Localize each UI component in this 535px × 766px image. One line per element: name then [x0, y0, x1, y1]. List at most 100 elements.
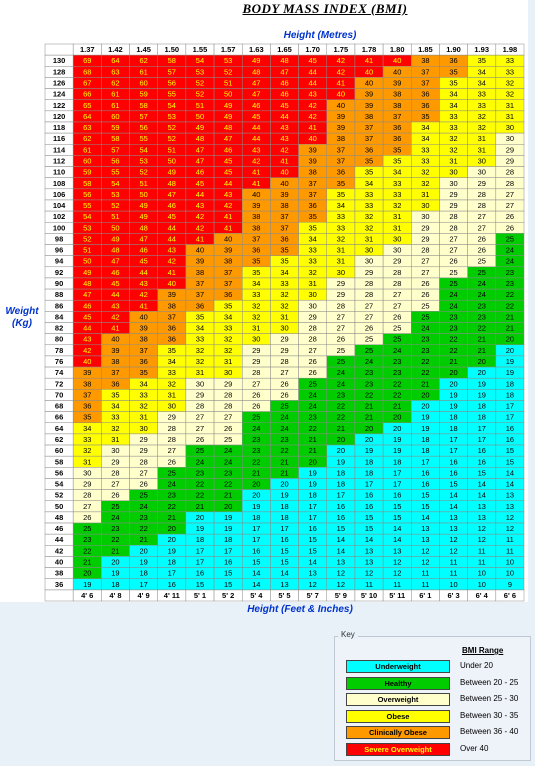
bmi-value-label: 28 — [196, 402, 204, 411]
weight-tick-label: 44 — [55, 535, 64, 544]
bmi-value-label: 13 — [393, 546, 401, 555]
bmi-value-label: 31 — [196, 368, 204, 377]
bmi-value-label: 31 — [449, 156, 457, 165]
bmi-value-label: 27 — [309, 346, 317, 355]
bmi-value-label: 35 — [83, 413, 91, 422]
bmi-value-label: 61 — [83, 145, 91, 154]
bmi-value-label: 22 — [506, 290, 514, 299]
bmi-value-label: 21 — [478, 335, 486, 344]
bmi-value-label: 44 — [252, 123, 260, 132]
bmi-value-label: 28 — [83, 491, 91, 500]
bmi-value-label: 38 — [168, 301, 176, 310]
bmi-value-label: 27 — [111, 480, 119, 489]
bmi-value-label: 34 — [309, 234, 317, 243]
bmi-value-label: 24 — [280, 424, 288, 433]
weight-tick-label: 106 — [53, 190, 66, 199]
bmi-value-label: 32 — [506, 78, 514, 87]
bmi-value-label: 34 — [337, 201, 345, 210]
bmi-value-label: 33 — [252, 290, 260, 299]
bmi-value-label: 18 — [365, 468, 373, 477]
bmi-value-label: 29 — [337, 290, 345, 299]
bmi-value-label: 25 — [393, 324, 401, 333]
height-ft-tick-label: 5' 11 — [389, 591, 405, 600]
bmi-value-label: 64 — [83, 112, 91, 121]
bmi-value-label: 25 — [280, 402, 288, 411]
bmi-value-label: 38 — [365, 112, 373, 121]
bmi-value-label: 27 — [393, 290, 401, 299]
bmi-value-label: 49 — [139, 212, 147, 221]
bmi-value-label: 26 — [280, 390, 288, 399]
bmi-value-label: 30 — [168, 402, 176, 411]
bmi-value-label: 36 — [139, 357, 147, 366]
bmi-value-label: 19 — [337, 457, 345, 466]
bmi-value-label: 40 — [139, 312, 147, 321]
bmi-value-label: 22 — [449, 335, 457, 344]
height-m-tick-label: 1.42 — [108, 45, 123, 54]
bmi-value-label: 27 — [365, 301, 373, 310]
bmi-value-label: 38 — [139, 335, 147, 344]
bmi-value-label: 22 — [224, 480, 232, 489]
bmi-value-label: 29 — [449, 190, 457, 199]
bmi-value-label: 20 — [252, 491, 260, 500]
height-m-tick-label: 1.78 — [362, 45, 377, 54]
bmi-value-label: 17 — [280, 524, 288, 533]
bmi-value-label: 42 — [224, 201, 232, 210]
bmi-value-label: 30 — [252, 335, 260, 344]
page-title: BODY MASS INDEX (BMI) — [242, 1, 408, 16]
bmi-value-label: 18 — [111, 580, 119, 589]
bmi-value-label: 39 — [111, 346, 119, 355]
bmi-value-label: 23 — [393, 368, 401, 377]
bmi-value-label: 39 — [393, 78, 401, 87]
bmi-value-label: 31 — [168, 390, 176, 399]
bmi-value-label: 29 — [393, 257, 401, 266]
bmi-value-label: 44 — [168, 234, 176, 243]
bmi-value-label: 45 — [309, 56, 317, 65]
bmi-value-label: 39 — [309, 145, 317, 154]
bmi-value-label: 47 — [168, 190, 176, 199]
bmi-value-label: 52 — [168, 134, 176, 143]
height-ft-tick-label: 5' 5 — [278, 591, 290, 600]
bmi-value-label: 57 — [168, 67, 176, 76]
bmi-value-label: 16 — [224, 558, 232, 567]
key-swatch: Clinically Obese — [346, 726, 450, 739]
bmi-value-label: 22 — [337, 402, 345, 411]
bmi-value-label: 43 — [168, 246, 176, 255]
bmi-value-label: 20 — [337, 446, 345, 455]
height-ft-tick-label: 4' 6 — [81, 591, 93, 600]
bmi-value-label: 12 — [365, 569, 373, 578]
key-swatch: Healthy — [346, 676, 450, 690]
bmi-value-label: 27 — [506, 201, 514, 210]
bmi-value-label: 17 — [252, 535, 260, 544]
bmi-value-label: 51 — [196, 101, 204, 110]
bmi-value-label: 30 — [449, 179, 457, 188]
bmi-value-label: 32 — [196, 357, 204, 366]
bmi-value-label: 48 — [252, 67, 260, 76]
bmi-value-label: 15 — [421, 502, 429, 511]
bmi-value-label: 35 — [280, 246, 288, 255]
bmi-value-label: 28 — [478, 190, 486, 199]
bmi-value-label: 32 — [421, 179, 429, 188]
bmi-value-label: 42 — [83, 346, 91, 355]
bmi-value-label: 42 — [196, 212, 204, 221]
bmi-value-label: 21 — [83, 558, 91, 567]
bmi-value-label: 26 — [83, 513, 91, 522]
bmi-value-label: 41 — [365, 56, 373, 65]
bmi-value-label: 19 — [111, 569, 119, 578]
bmi-value-label: 37 — [337, 156, 345, 165]
bmi-value-label: 33 — [309, 257, 317, 266]
bmi-value-label: 30 — [365, 257, 373, 266]
bmi-value-label: 16 — [252, 546, 260, 555]
bmi-value-label: 17 — [196, 546, 204, 555]
bmi-value-label: 15 — [224, 569, 232, 578]
bmi-value-label: 19 — [449, 390, 457, 399]
bmi-value-label: 31 — [393, 223, 401, 232]
weight-tick-label: 84 — [55, 312, 64, 321]
bmi-value-label: 15 — [280, 546, 288, 555]
bmi-value-label: 23 — [506, 279, 514, 288]
bmi-value-label: 41 — [252, 168, 260, 177]
bmi-value-label: 27 — [449, 234, 457, 243]
bmi-value-label: 50 — [196, 112, 204, 121]
bmi-value-label: 31 — [224, 357, 232, 366]
bmi-value-label: 14 — [252, 569, 260, 578]
bmi-value-label: 55 — [111, 168, 119, 177]
